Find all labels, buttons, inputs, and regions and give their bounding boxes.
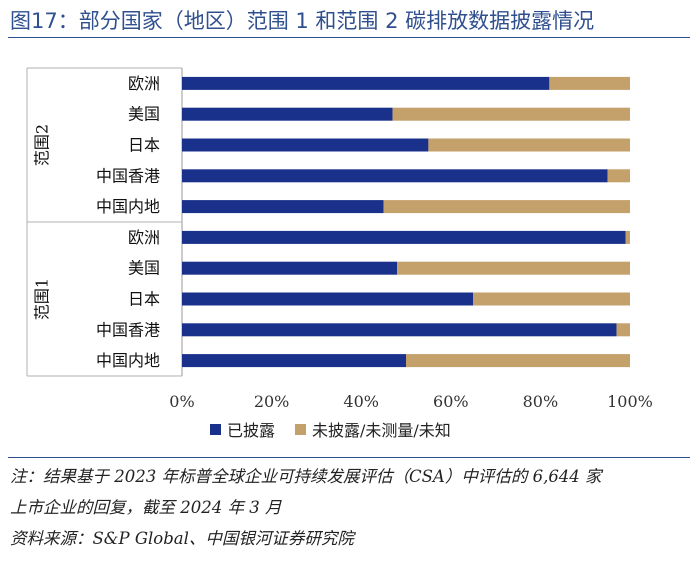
bar-disclosed: [182, 138, 429, 152]
category-label: 中国香港: [96, 166, 160, 185]
bar-undisclosed: [625, 230, 630, 244]
notes-divider: [8, 457, 690, 458]
bar-undisclosed: [392, 107, 630, 121]
group-label-2: 范围1: [33, 278, 52, 320]
bar-disclosed: [182, 169, 608, 183]
category-label: 中国内地: [96, 197, 160, 216]
bar-disclosed: [182, 292, 474, 306]
category-label: 美国: [128, 105, 160, 124]
bar-disclosed: [182, 261, 398, 275]
bar-undisclosed: [616, 323, 630, 337]
category-label: 中国香港: [96, 320, 160, 339]
x-tick-label: 60%: [433, 392, 469, 411]
category-label: 欧洲: [128, 74, 160, 93]
bar-disclosed: [182, 76, 550, 90]
bar-disclosed: [182, 230, 626, 244]
note-line-2: 上市企业的回复，截至 2024 年 3 月: [10, 498, 282, 517]
note-line-1: 注：结果基于 2023 年标普全球企业可持续发展评估（CSA）中评估的 6,64…: [10, 467, 602, 486]
x-tick-label: 0%: [169, 392, 194, 411]
category-label: 中国内地: [96, 351, 160, 370]
legend-label-disclosed: 已披露: [227, 421, 276, 440]
category-label: 日本: [128, 290, 160, 309]
bar-undisclosed: [549, 76, 630, 90]
bar-disclosed: [182, 323, 617, 337]
bar-undisclosed: [406, 354, 630, 368]
x-tick-label: 20%: [254, 392, 290, 411]
category-label: 日本: [128, 136, 160, 155]
legend-label-undisclosed: 未披露/未测量/未知: [312, 421, 451, 440]
bar-undisclosed: [397, 261, 630, 275]
bar-disclosed: [182, 354, 406, 368]
category-label: 美国: [128, 259, 160, 278]
bar-disclosed: [182, 200, 384, 214]
bar-undisclosed: [473, 292, 630, 306]
chart-legend: 已披露 未披露/未测量/未知: [210, 415, 451, 443]
legend-swatch-disclosed: [210, 423, 221, 435]
group-label-1: 范围2: [33, 124, 52, 166]
x-tick-label: 100%: [607, 392, 653, 411]
x-tick-label: 80%: [523, 392, 559, 411]
legend-item-undisclosed: 未披露/未测量/未知: [295, 417, 451, 441]
bar-disclosed: [182, 107, 393, 121]
x-tick-label: 40%: [343, 392, 379, 411]
figure-title: 图17：部分国家（地区）范围 1 和范围 2 碳排放数据披露情况: [10, 9, 595, 33]
source-line: 资料来源：S&P Global、中国银河证券研究院: [10, 529, 354, 548]
bar-undisclosed: [428, 138, 630, 152]
title-divider: [8, 37, 690, 38]
category-label: 欧洲: [128, 228, 160, 247]
legend-item-disclosed: 已披露: [210, 417, 275, 441]
legend-swatch-undisclosed: [295, 423, 307, 435]
bar-undisclosed: [383, 200, 630, 214]
bar-undisclosed: [607, 169, 630, 183]
